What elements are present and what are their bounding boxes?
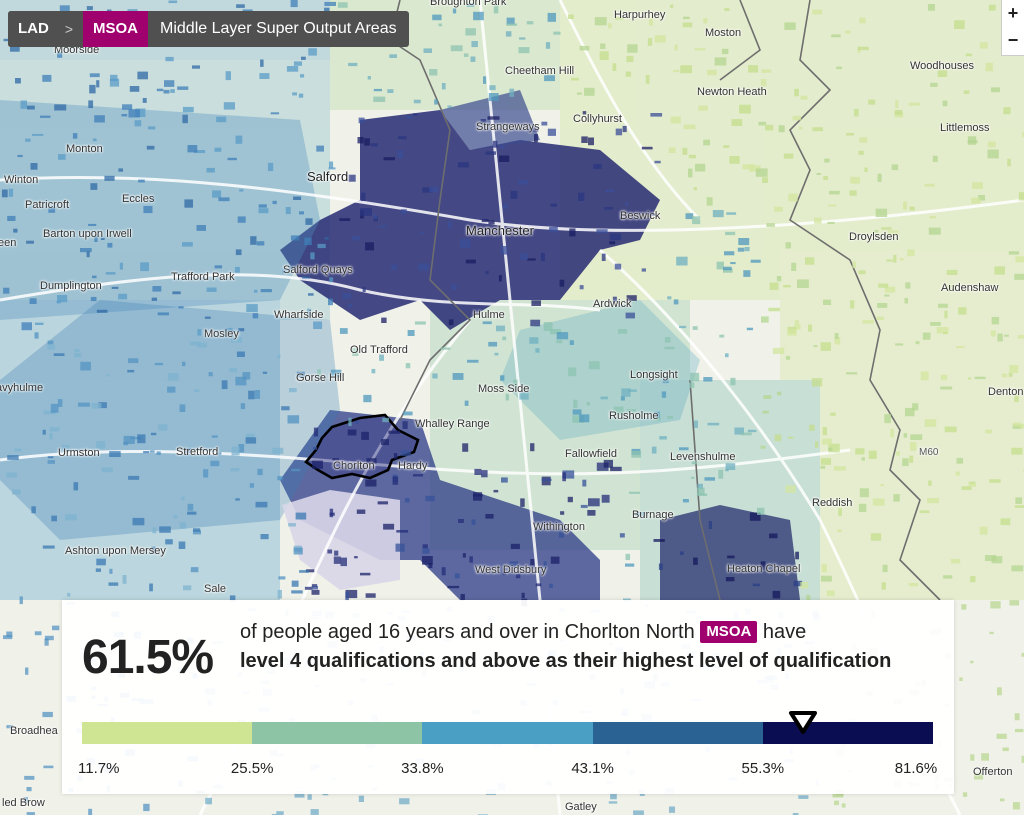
place-label: Audenshaw (941, 282, 999, 294)
place-label: Salford (307, 169, 349, 184)
legend-tick-label: 81.6% (894, 760, 938, 777)
place-label: Cheetham Hill (505, 65, 575, 77)
place-label: Salford Quays (283, 264, 353, 276)
place-label: Withington (533, 521, 585, 533)
place-label: Collyhurst (573, 113, 622, 125)
indicator-name: level 4 qualifications and above as thei… (240, 650, 892, 672)
place-label: Gorse Hill (296, 372, 345, 384)
place-label: West Didsbury (475, 564, 547, 576)
legend-ticks: 11.7% 25.5% 33.8% 43.1% 55.3% 81.6% (62, 760, 954, 780)
place-label: Reddish (812, 497, 853, 509)
place-label: Levenshulme (670, 451, 736, 463)
motorway-label: M60 (919, 447, 939, 458)
legend-tick-label: 11.7% (78, 760, 120, 777)
place-label: Fallowfield (565, 448, 617, 460)
place-label: led Brow (2, 797, 45, 809)
breadcrumb: LAD > MSOA Middle Layer Super Output Are… (8, 11, 409, 47)
place-label: Gatley (565, 801, 597, 813)
place-label: Longsight (630, 369, 678, 381)
place-label: Moss Side (478, 383, 530, 395)
place-label: Broadhea (10, 725, 58, 737)
place-label: Ardwick (593, 298, 632, 310)
msoa-neighbour-area (282, 490, 400, 590)
place-label: Moorside (54, 44, 100, 56)
zoom-controls: + − (1001, 0, 1024, 56)
legend-segment (82, 722, 253, 744)
place-label: Heaton Chapel (727, 563, 801, 575)
description-prefix: of people aged 16 years and over in Chor… (240, 621, 695, 643)
place-label: Barton upon Irwell (43, 228, 132, 240)
place-label: Chorlton (333, 460, 375, 472)
place-label: Eccles (122, 193, 155, 205)
place-label: Beswick (620, 210, 661, 222)
place-label: Broughton Park (430, 0, 507, 8)
legend-segment (592, 722, 763, 744)
legend-tick-label: 25.5% (230, 760, 274, 777)
place-label: Woodhouses (910, 60, 975, 72)
place-label: Rusholme (609, 410, 659, 422)
place-label: Hardy (398, 460, 428, 472)
legend-segment (252, 722, 423, 744)
place-label: Dumplington (40, 280, 102, 292)
place-label: Newton Heath (697, 86, 767, 98)
place-label: Monton (66, 143, 103, 155)
legend-tick-label: 55.3% (741, 760, 785, 777)
breadcrumb-geography-name: Middle Layer Super Output Areas (160, 20, 397, 37)
place-label: Urmston (58, 447, 100, 459)
place-label: Wharfside (274, 309, 324, 321)
place-label: Moston (705, 27, 742, 39)
place-label: avyhulme (0, 382, 44, 394)
place-label: Offerton (973, 766, 1013, 778)
place-label: Harpurhey (614, 9, 666, 21)
info-panel: 61.5% of people aged 16 years and over i… (62, 600, 954, 794)
place-label: Patricroft (25, 199, 70, 211)
place-label: Sale (204, 583, 227, 595)
place-label: Denton (988, 386, 1024, 398)
place-label: Winton (4, 174, 39, 186)
place-label: Old Trafford (350, 344, 408, 356)
legend-tick-label: 33.8% (401, 760, 444, 777)
value-marker-icon (788, 711, 817, 734)
breadcrumb-msoa-badge[interactable]: MSOA (83, 11, 149, 47)
chevron-right-icon: > (64, 21, 74, 37)
place-label: Manchester (466, 223, 534, 238)
place-label: Littlemoss (940, 122, 990, 134)
description-text: of people aged 16 years and over in Chor… (240, 618, 930, 676)
msoa-badge: MSOA (700, 621, 758, 643)
breadcrumb-lad-button[interactable]: LAD (8, 11, 59, 47)
place-label: Burnage (632, 509, 674, 521)
zoom-in-button[interactable]: + (1007, 3, 1019, 23)
place-label: Hulme (473, 309, 505, 321)
place-label: Droylsden (849, 231, 899, 243)
place-label: een (0, 237, 17, 249)
description-suffix: have (762, 621, 807, 643)
legend-color-bar (82, 722, 934, 744)
legend-tick-label: 43.1% (571, 760, 614, 777)
place-label: Trafford Park (171, 271, 235, 283)
headline-value: 61.5% (82, 631, 214, 684)
place-label: Strangeways (476, 121, 540, 133)
place-label: Mosley (204, 328, 239, 340)
place-label: Stretford (176, 446, 219, 458)
place-label: Ashton upon Mersey (65, 545, 166, 557)
legend-segment (422, 722, 593, 744)
zoom-out-button[interactable]: − (1007, 30, 1019, 50)
place-label: Whalley Range (415, 418, 490, 430)
